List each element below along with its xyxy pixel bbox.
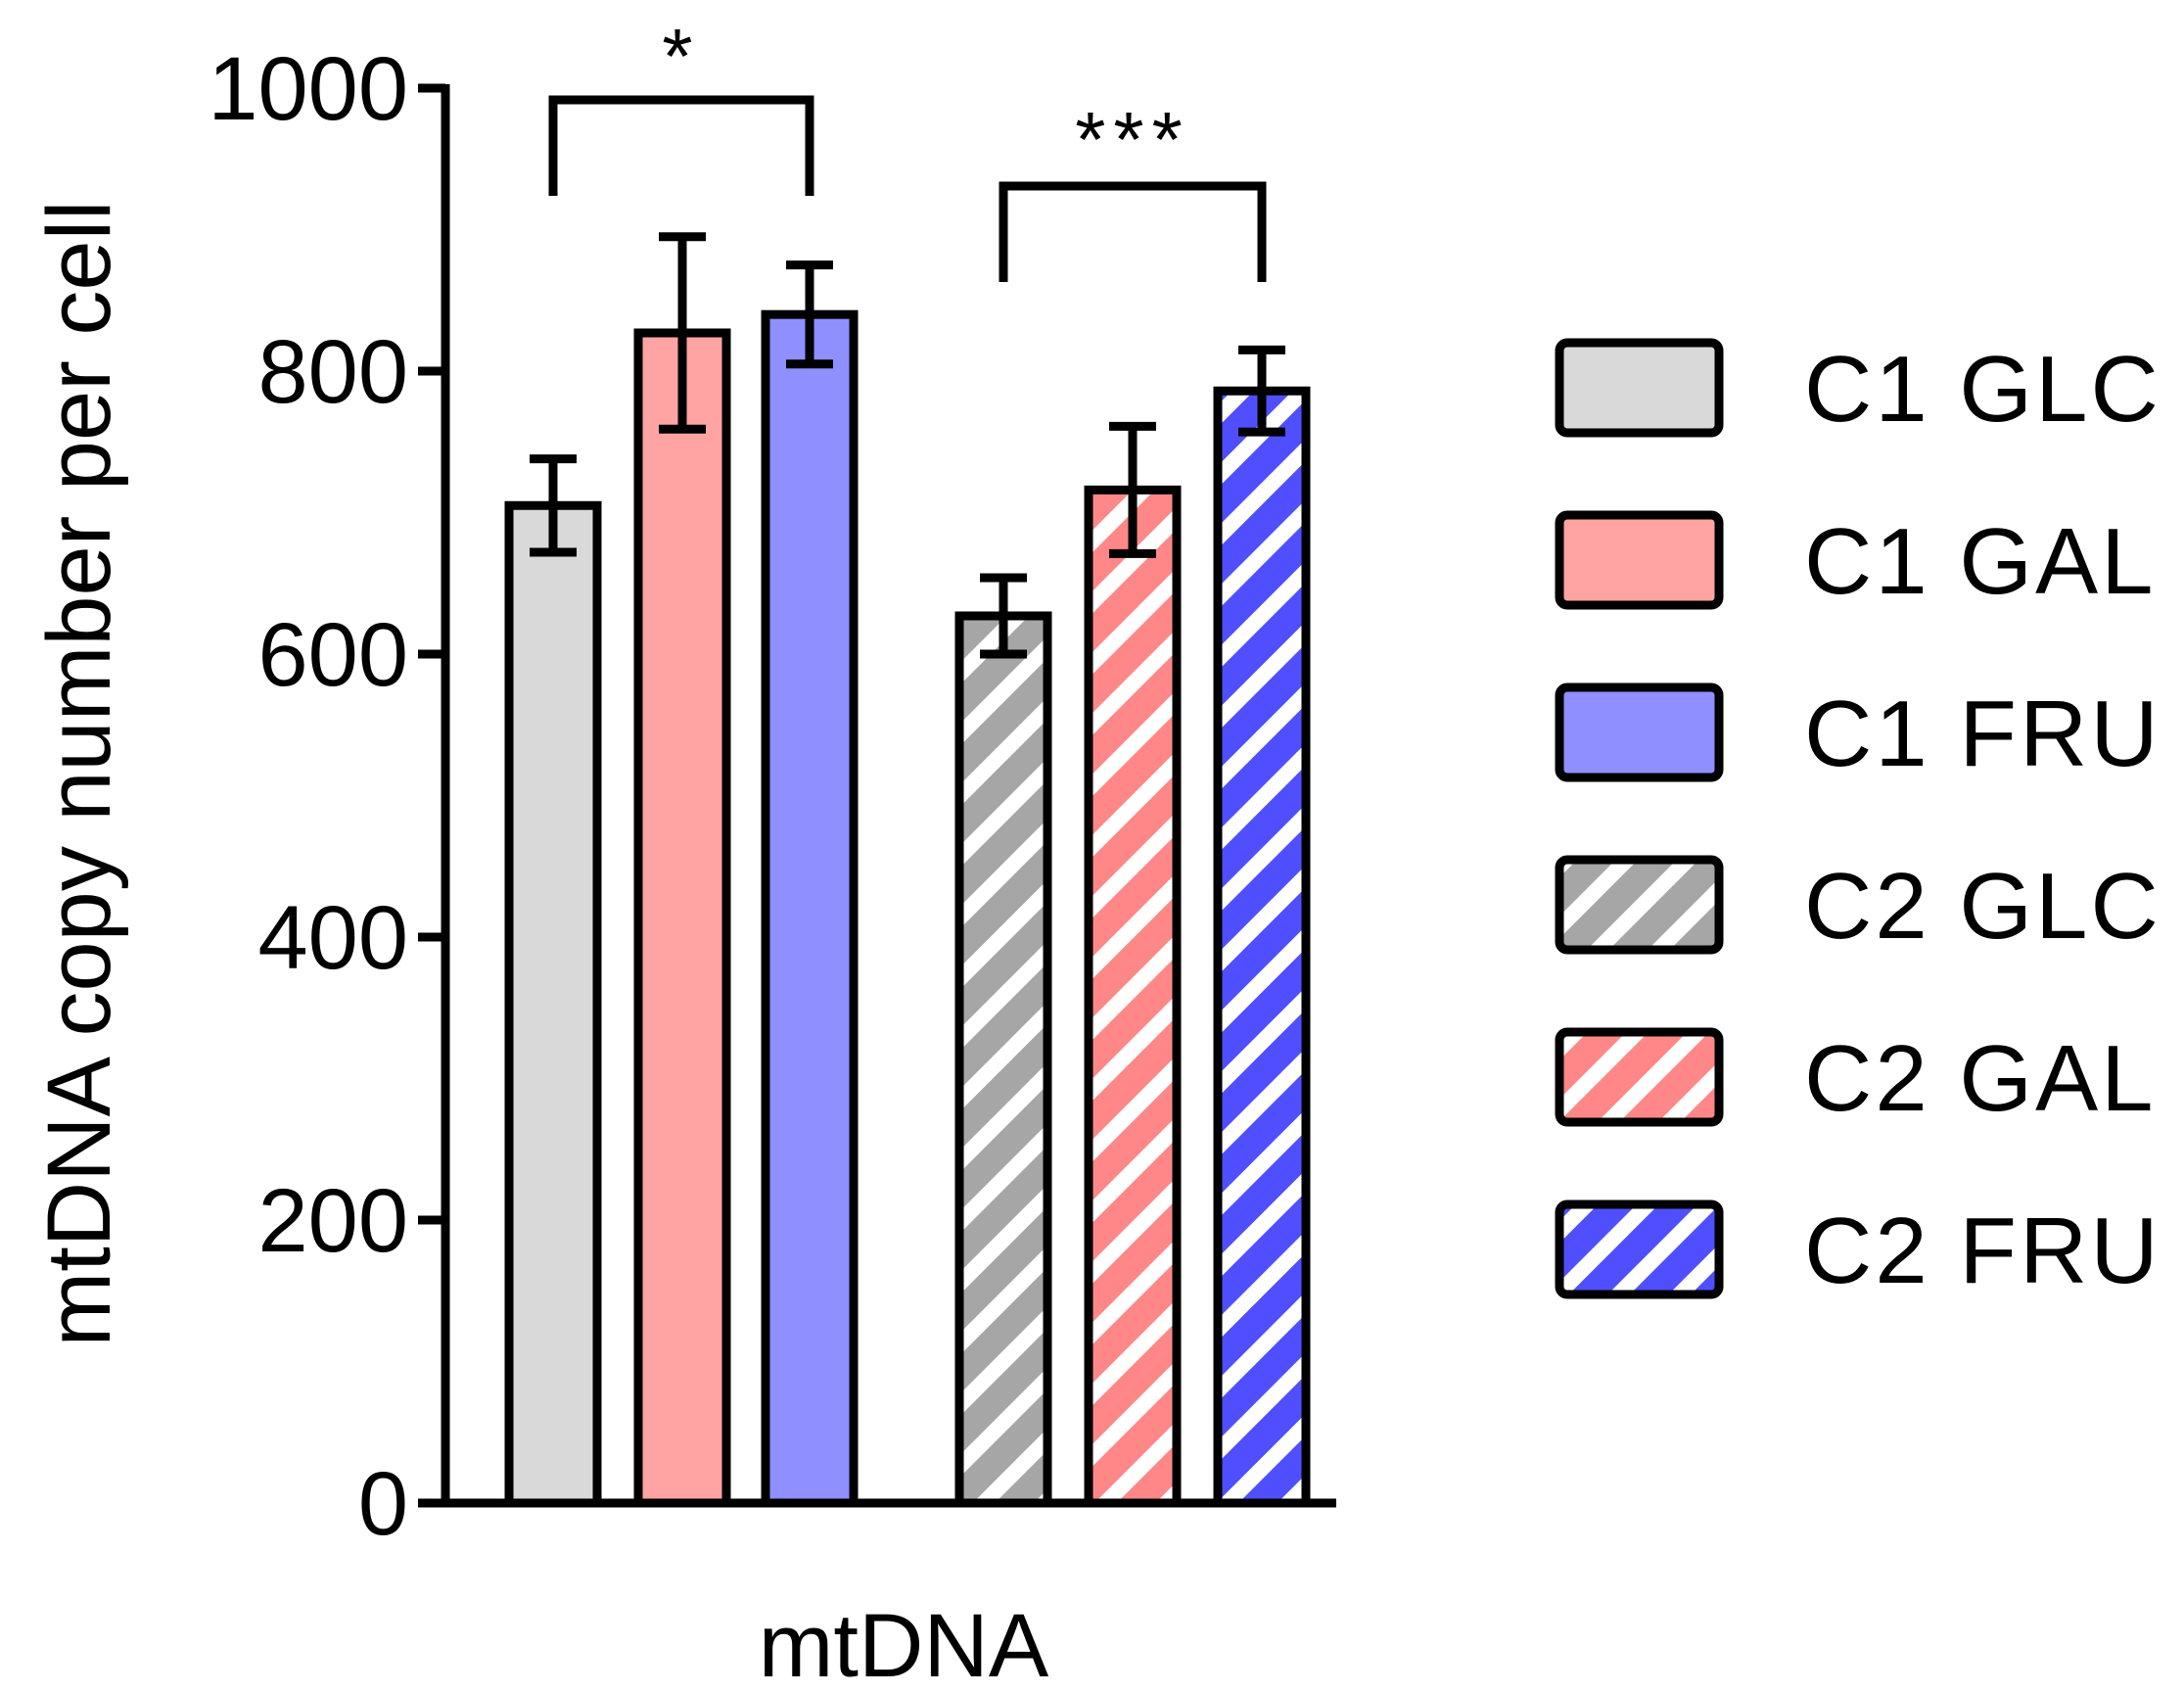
legend-swatch-c2-fru <box>1555 1199 1724 1299</box>
legend-label-c2-gal: C2 GAL <box>1804 1026 2156 1131</box>
significance-bracket-2: *** <box>999 96 1267 282</box>
legend: C1 GLC C1 GAL C1 FRU C2 GLC C2 GAL C2 FRU <box>1555 337 2161 1303</box>
significance-label-1: * <box>662 13 700 100</box>
x-axis-label: mtDNA <box>759 1596 1049 1693</box>
legend-label-c1-fru: C1 FRU <box>1804 682 2161 786</box>
bar-c2-fru <box>1213 386 1311 1508</box>
legend-item-c1-gal: C1 GAL <box>1555 509 2156 614</box>
legend-item-c2-glc: C2 GLC <box>1555 854 2161 959</box>
legend-item-c2-fru: C2 FRU <box>1555 1199 2161 1303</box>
y-axis-label: mtDNA copy number per cell <box>29 201 129 1347</box>
significance-bracket-1: * <box>548 13 814 196</box>
error-bar-c1-gal <box>659 232 706 434</box>
error-bars-layer <box>530 232 1285 659</box>
legend-label-c2-glc: C2 GLC <box>1804 854 2161 959</box>
legend-swatch-c2-gal <box>1555 1027 1724 1127</box>
legend-label-c1-gal: C1 GAL <box>1804 509 2156 614</box>
axes-layer: 0 200 400 600 800 1000 <box>208 39 1336 1554</box>
y-tick-label-400: 400 <box>258 888 409 988</box>
significance-layer: **** <box>548 13 1267 282</box>
error-bar-c1-fru <box>786 260 833 369</box>
bar-c2-glc <box>954 611 1052 1508</box>
y-tick-label-200: 200 <box>258 1171 409 1271</box>
bar-c1-gal <box>633 328 731 1508</box>
bar-c1-glc <box>504 500 602 1508</box>
y-tick-label-0: 0 <box>358 1454 408 1554</box>
error-bar-c2-glc <box>980 573 1027 659</box>
bar-c1-fru <box>761 309 859 1508</box>
error-bar-c1-glc <box>530 454 577 557</box>
legend-label-c2-fru: C2 FRU <box>1804 1199 2161 1303</box>
legend-item-c1-glc: C1 GLC <box>1555 337 2161 442</box>
significance-label-2: *** <box>1075 96 1189 183</box>
legend-item-c2-gal: C2 GAL <box>1555 1026 2156 1131</box>
legend-label-c1-glc: C1 GLC <box>1804 337 2161 442</box>
bars-layer <box>504 309 1311 1508</box>
y-tick-label-800: 800 <box>258 322 409 422</box>
bar-c2-gal <box>1084 485 1182 1508</box>
legend-swatch-c2-glc <box>1555 855 1724 955</box>
error-bar-c2-gal <box>1109 421 1156 558</box>
y-tick-label-1000: 1000 <box>208 39 408 139</box>
y-tick-label-600: 600 <box>258 605 409 705</box>
legend-swatch-c1-glc <box>1555 338 1724 438</box>
error-bar-c2-fru <box>1238 345 1285 437</box>
legend-swatch-c1-gal <box>1555 510 1724 610</box>
legend-swatch-c1-fru <box>1555 682 1724 782</box>
legend-item-c1-fru: C1 FRU <box>1555 682 2161 786</box>
